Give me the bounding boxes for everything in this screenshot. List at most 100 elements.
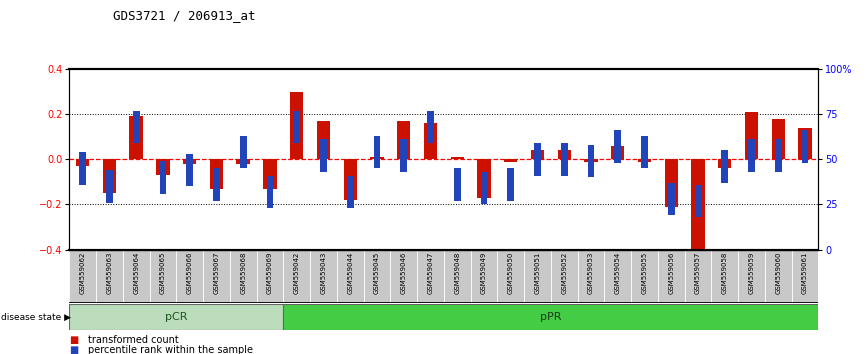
Bar [481, 172, 488, 205]
Bar [69, 304, 283, 330]
Bar [561, 143, 567, 176]
Text: GSM559058: GSM559058 [721, 252, 727, 294]
Text: GSM559048: GSM559048 [454, 252, 460, 294]
Bar [156, 159, 170, 175]
Bar [210, 159, 223, 189]
Bar [588, 145, 594, 177]
Bar [364, 250, 391, 303]
Bar [792, 250, 818, 303]
Bar [718, 159, 732, 169]
Text: transformed count: transformed count [88, 335, 179, 345]
Bar [695, 184, 701, 217]
Bar [775, 139, 782, 172]
Text: GSM559052: GSM559052 [561, 252, 567, 294]
Bar [504, 159, 517, 161]
Text: GSM559061: GSM559061 [802, 252, 808, 294]
Text: GSM559042: GSM559042 [294, 252, 300, 294]
Bar [558, 150, 571, 159]
Text: GSM559068: GSM559068 [240, 252, 246, 294]
Bar [183, 159, 197, 164]
Bar [240, 136, 247, 169]
Bar [802, 130, 808, 163]
Bar [524, 250, 551, 303]
Text: GSM559055: GSM559055 [642, 252, 648, 294]
Bar [256, 250, 283, 303]
Text: GSM559054: GSM559054 [615, 252, 621, 294]
Bar [283, 304, 818, 330]
Text: GSM559051: GSM559051 [534, 252, 540, 294]
Bar [373, 136, 380, 169]
Bar [497, 250, 524, 303]
Text: ■: ■ [69, 345, 79, 354]
Bar [106, 170, 113, 202]
Text: pPR: pPR [540, 312, 561, 322]
Text: GSM559065: GSM559065 [160, 252, 166, 294]
Bar [798, 128, 811, 159]
Text: GSM559059: GSM559059 [748, 252, 754, 294]
Bar [103, 159, 116, 193]
Bar [229, 250, 256, 303]
Text: GSM559049: GSM559049 [481, 252, 487, 294]
Bar [310, 250, 337, 303]
Bar [213, 169, 220, 201]
Bar [80, 152, 86, 184]
Text: GSM559044: GSM559044 [347, 252, 353, 294]
Bar [637, 159, 651, 161]
Bar [668, 183, 675, 215]
Bar [177, 250, 203, 303]
Bar [477, 159, 491, 198]
Bar [69, 250, 96, 303]
Bar [123, 250, 150, 303]
Bar [397, 121, 410, 159]
Bar [691, 159, 705, 250]
Bar [267, 176, 274, 208]
Bar [721, 150, 728, 183]
Text: GSM559050: GSM559050 [507, 252, 514, 294]
Bar [283, 250, 310, 303]
Text: GSM559045: GSM559045 [374, 252, 380, 294]
Bar [132, 110, 139, 143]
Bar [417, 250, 443, 303]
Bar [263, 159, 276, 189]
Bar [611, 146, 624, 159]
Bar [772, 119, 785, 159]
Bar [765, 250, 792, 303]
Text: GSM559047: GSM559047 [428, 252, 434, 294]
Bar [344, 159, 357, 200]
Text: GSM559062: GSM559062 [80, 252, 86, 294]
Bar [664, 159, 678, 207]
Text: ■: ■ [69, 335, 79, 345]
Bar [534, 143, 541, 176]
Text: GSM559057: GSM559057 [695, 252, 701, 294]
Bar [604, 250, 631, 303]
Bar [423, 123, 437, 159]
Text: GSM559060: GSM559060 [775, 252, 781, 294]
Text: percentile rank within the sample: percentile rank within the sample [88, 345, 254, 354]
Bar [400, 139, 407, 172]
Text: disease state ▶: disease state ▶ [1, 313, 71, 322]
Bar [551, 250, 578, 303]
Text: GSM559056: GSM559056 [669, 252, 675, 294]
Bar [96, 250, 123, 303]
Bar [130, 116, 143, 159]
Bar [320, 139, 326, 172]
Text: pCR: pCR [165, 312, 188, 322]
Bar [507, 169, 514, 201]
Text: GSM559053: GSM559053 [588, 252, 594, 294]
Bar [150, 250, 177, 303]
Text: GSM559067: GSM559067 [213, 252, 219, 294]
Bar [427, 110, 434, 143]
Bar [641, 136, 648, 169]
Bar [578, 250, 604, 303]
Text: GSM559069: GSM559069 [267, 252, 273, 294]
Bar [443, 250, 470, 303]
Bar [337, 250, 364, 303]
Text: GSM559043: GSM559043 [320, 252, 326, 294]
Bar [745, 112, 758, 159]
Bar [186, 154, 193, 186]
Text: GSM559066: GSM559066 [187, 252, 192, 294]
Bar [658, 250, 685, 303]
Bar [294, 110, 300, 143]
Bar [203, 250, 229, 303]
Text: GSM559064: GSM559064 [133, 252, 139, 294]
